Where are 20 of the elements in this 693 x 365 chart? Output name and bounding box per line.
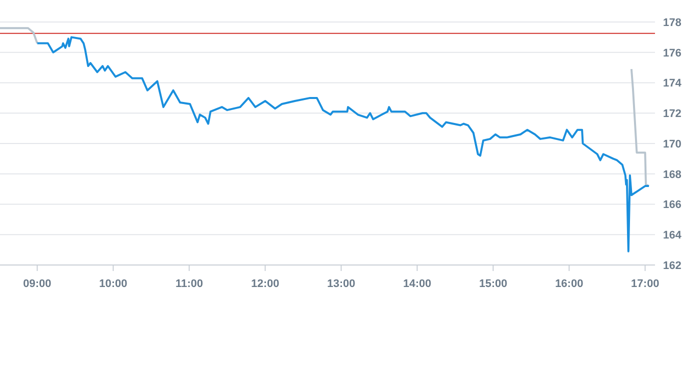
x-tick-label: 12:00 bbox=[251, 278, 280, 290]
y-tick-label: 162 bbox=[663, 260, 682, 272]
x-tick-label: 11:00 bbox=[175, 278, 203, 290]
y-tick-label: 168 bbox=[663, 168, 682, 181]
line-series bbox=[630, 68, 650, 188]
y-tick-label: 178 bbox=[663, 16, 682, 29]
x-tick-label: 15:00 bbox=[479, 278, 508, 290]
x-tick-label: 14:00 bbox=[403, 278, 432, 290]
y-tick-label: 166 bbox=[663, 199, 682, 212]
x-tick-label: 10:00 bbox=[99, 278, 128, 290]
y-tick-label: 174 bbox=[663, 78, 682, 90]
x-tick-label: 09:00 bbox=[23, 278, 52, 290]
y-tick-label: 170 bbox=[663, 138, 682, 150]
x-tick-label: 16:00 bbox=[555, 278, 584, 290]
y-tick-label: 172 bbox=[663, 108, 682, 120]
x-tick-label: 13:00 bbox=[327, 278, 356, 290]
y-tick-label: 176 bbox=[663, 47, 682, 60]
x-tick-label: 17:00 bbox=[631, 278, 660, 290]
line-series bbox=[36, 36, 650, 252]
y-tick-label: 164 bbox=[663, 230, 682, 242]
